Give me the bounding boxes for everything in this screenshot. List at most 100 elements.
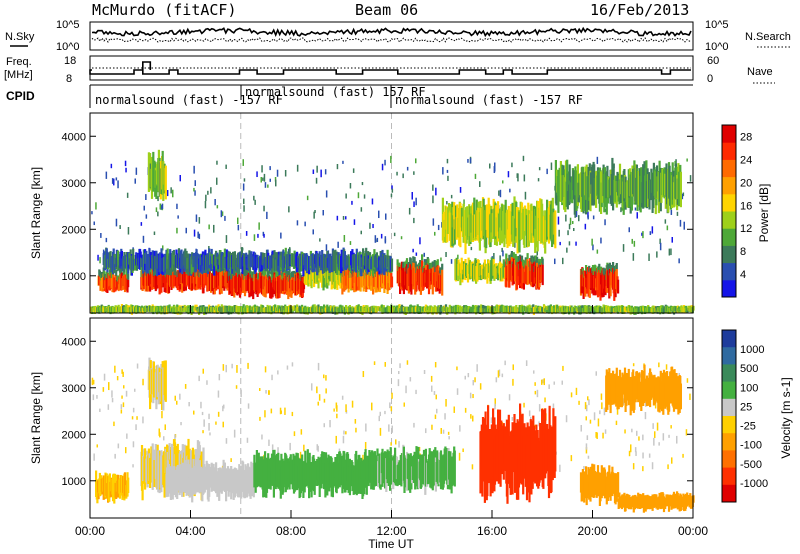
echo-cell — [512, 378, 514, 386]
noise-panel — [89, 21, 694, 51]
echo-region-13-cell — [274, 304, 277, 313]
echo-cell — [445, 252, 447, 257]
echo-cell — [115, 218, 118, 227]
echo-cell — [557, 216, 560, 225]
echo-region-3-cell — [336, 454, 339, 486]
echo-cell — [260, 177, 262, 183]
echo-cell — [396, 171, 398, 176]
echo-cell — [240, 389, 242, 398]
velocity-ylabel: Slant Range [km] — [29, 372, 43, 464]
echo-cell — [397, 379, 400, 387]
echo-cell — [678, 258, 680, 264]
echo-fringe-cell — [120, 268, 123, 275]
echo-cell — [509, 188, 511, 193]
echo-cell — [176, 227, 178, 234]
colorbar-segment — [722, 159, 736, 178]
echo-region-9-cell — [513, 196, 516, 238]
freq-label: Freq. — [6, 56, 32, 68]
echo-cell — [472, 394, 474, 399]
echo-cell — [544, 397, 546, 403]
echo-cell — [216, 177, 218, 185]
echo-fringe-cell — [103, 273, 106, 280]
echo-cell — [642, 434, 644, 441]
echo-cell — [585, 447, 588, 454]
power-cbar-label: Power [dB] — [757, 184, 771, 243]
echo-cell — [379, 427, 382, 436]
echo-cell — [572, 221, 574, 225]
echo-cell — [656, 251, 658, 258]
xtick-label: 20:00 — [577, 524, 607, 538]
echo-cell — [263, 454, 265, 461]
echo-cell — [369, 222, 371, 229]
echo-cell — [642, 466, 644, 472]
echo-cell — [110, 163, 113, 169]
echo-cell — [355, 427, 357, 433]
echo-fringe-cell — [436, 259, 439, 266]
echo-fringe-cell — [429, 263, 432, 270]
echo-cell — [263, 233, 265, 238]
echo-cell — [105, 171, 108, 179]
echo-region-2-cell — [176, 464, 179, 486]
echo-cell — [373, 361, 376, 365]
echo-cell — [413, 217, 415, 224]
echo-cell — [490, 417, 493, 424]
echo-cell — [136, 416, 138, 420]
echo-cell — [195, 214, 198, 222]
colorbar-segment — [722, 450, 736, 469]
echo-cell — [95, 202, 97, 210]
echo-cell — [531, 255, 534, 259]
echo-cell — [198, 375, 200, 382]
echo-cell — [134, 178, 136, 184]
echo-cell — [224, 215, 226, 221]
echo-cell — [135, 167, 138, 175]
echo-cell — [259, 416, 261, 421]
echo-cell — [528, 410, 531, 417]
echo-cell — [217, 390, 220, 398]
echo-cell — [504, 360, 506, 366]
echo-cell — [363, 194, 366, 199]
echo-cell — [342, 160, 344, 164]
echo-cell — [620, 207, 622, 213]
echo-cell — [398, 371, 400, 375]
echo-cell — [237, 224, 240, 231]
cpid-label: CPID — [6, 89, 35, 103]
echo-region-7-cell — [533, 272, 536, 284]
echo-cell — [336, 215, 339, 221]
echo-region-0-cell — [127, 477, 130, 493]
echo-cell — [499, 255, 501, 263]
echo-region-13-cell — [669, 307, 672, 314]
echo-cell — [342, 216, 345, 220]
colorbar-segment — [722, 416, 736, 434]
echo-cell — [222, 421, 224, 428]
echo-region-2-cell — [196, 475, 199, 493]
beam-title: Beam 06 — [355, 1, 418, 19]
echo-region-10-cell — [615, 181, 618, 208]
echo-cell — [472, 380, 474, 386]
echo-region-11-cell — [166, 248, 169, 269]
echo-cell — [345, 431, 347, 435]
echo-cell — [400, 236, 403, 240]
echo-cell — [675, 159, 677, 167]
echo-cell — [419, 237, 421, 245]
echo-cell — [596, 156, 599, 164]
echo-cell — [447, 431, 450, 435]
echo-cell — [390, 155, 392, 163]
echo-region-11-cell — [390, 258, 394, 272]
echo-cell — [264, 366, 267, 373]
echo-fringe-cell — [591, 265, 595, 271]
echo-cell — [432, 195, 434, 204]
echo-cell — [635, 451, 637, 457]
echo-region-10-cell — [665, 163, 668, 197]
echo-cell — [164, 424, 166, 430]
echo-cell — [177, 215, 179, 219]
echo-cell — [679, 219, 682, 227]
echo-region-4-cell — [377, 461, 380, 487]
echo-cell — [107, 404, 110, 410]
echo-cell — [132, 464, 134, 468]
echo-cell — [524, 191, 527, 200]
echo-cell — [259, 388, 261, 392]
echo-cell — [668, 434, 670, 438]
echo-fringe-cell — [396, 259, 399, 266]
x-axis-label: Time UT — [368, 537, 414, 551]
echo-cell — [405, 385, 407, 394]
